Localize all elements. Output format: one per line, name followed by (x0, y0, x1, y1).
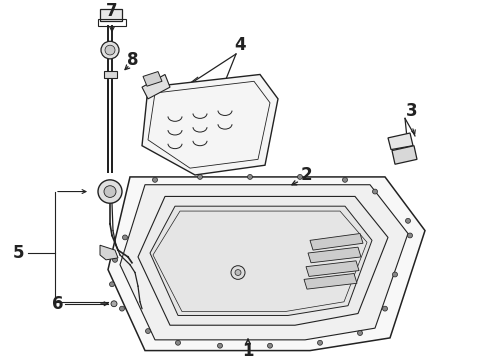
Circle shape (268, 343, 272, 348)
Polygon shape (388, 133, 413, 150)
Circle shape (105, 45, 115, 55)
Polygon shape (120, 185, 408, 340)
Polygon shape (306, 261, 359, 276)
Circle shape (146, 329, 150, 333)
Circle shape (98, 180, 122, 203)
Text: 8: 8 (127, 51, 139, 69)
Circle shape (109, 282, 115, 287)
Text: 7: 7 (106, 2, 118, 20)
Polygon shape (304, 274, 357, 289)
Circle shape (175, 340, 180, 345)
Circle shape (383, 306, 388, 311)
Circle shape (231, 266, 245, 279)
Polygon shape (138, 197, 388, 325)
Text: 3: 3 (406, 102, 418, 120)
Circle shape (392, 272, 397, 277)
Circle shape (358, 330, 363, 336)
Circle shape (101, 41, 119, 59)
Circle shape (218, 343, 222, 348)
Circle shape (197, 175, 202, 179)
Circle shape (406, 219, 411, 223)
Polygon shape (142, 75, 278, 175)
Polygon shape (150, 206, 372, 315)
Polygon shape (108, 177, 425, 351)
Text: 6: 6 (52, 295, 64, 313)
Circle shape (113, 257, 118, 262)
Circle shape (247, 175, 252, 179)
Polygon shape (142, 75, 170, 99)
FancyBboxPatch shape (103, 71, 117, 78)
Circle shape (318, 340, 322, 345)
Circle shape (152, 177, 157, 182)
Circle shape (343, 177, 347, 182)
Circle shape (372, 189, 377, 194)
Circle shape (120, 306, 124, 311)
Text: 5: 5 (12, 244, 24, 262)
Text: 1: 1 (242, 342, 254, 360)
Polygon shape (310, 234, 363, 250)
Circle shape (104, 186, 116, 197)
Polygon shape (100, 245, 118, 260)
Circle shape (122, 235, 127, 240)
Circle shape (111, 301, 117, 307)
Polygon shape (308, 247, 361, 263)
Polygon shape (392, 146, 417, 164)
Text: 4: 4 (234, 36, 246, 54)
Polygon shape (100, 9, 122, 21)
Polygon shape (143, 72, 162, 86)
Circle shape (408, 233, 413, 238)
Circle shape (297, 175, 302, 179)
Text: 2: 2 (300, 166, 312, 184)
Circle shape (235, 270, 241, 275)
